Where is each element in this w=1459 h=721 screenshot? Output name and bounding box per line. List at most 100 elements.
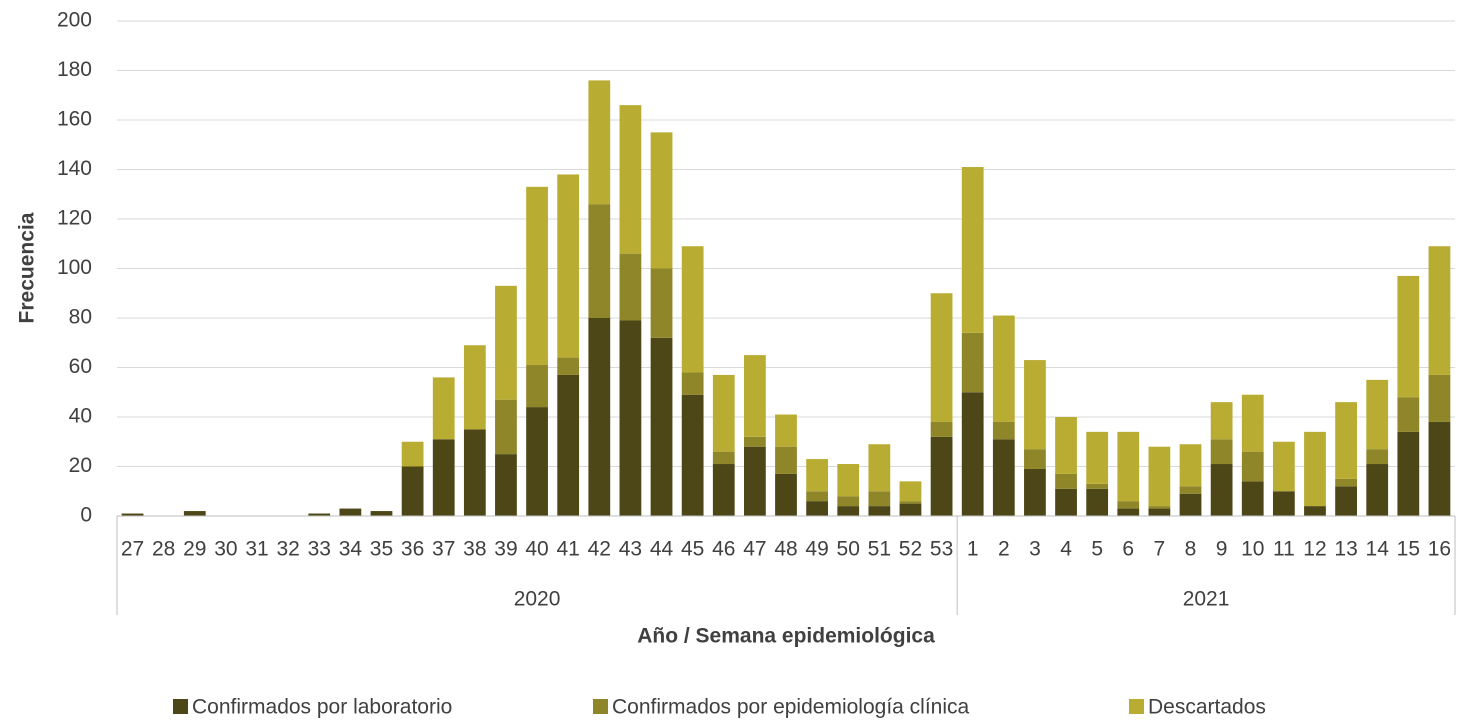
- x-tick-label: 31: [245, 538, 268, 561]
- bar-segment: [837, 506, 860, 516]
- bar-segment: [1086, 488, 1109, 516]
- group-label: 2021: [1183, 588, 1230, 611]
- bar-segment: [992, 315, 1015, 422]
- x-tick-label: 37: [432, 538, 455, 561]
- bar-segment: [619, 253, 642, 321]
- bar-segment: [1024, 360, 1046, 450]
- bar-segment: [1210, 439, 1233, 465]
- x-tick-label: 29: [183, 538, 206, 561]
- bar-segment: [868, 444, 891, 492]
- legend-label: Confirmados por epidemiología clínica: [612, 696, 970, 719]
- bar-segment: [1055, 488, 1077, 516]
- x-tick-label: 43: [619, 538, 642, 561]
- bar-segment: [1086, 483, 1109, 489]
- bar-segment: [930, 293, 953, 422]
- x-tick-label: 50: [837, 538, 860, 561]
- x-tick-label: 28: [152, 538, 175, 561]
- bar-segment: [1335, 486, 1357, 516]
- y-tick-label: 80: [69, 306, 92, 329]
- bar-segment: [1397, 275, 1420, 398]
- bar-segment: [775, 414, 797, 447]
- x-tick-label: 53: [930, 538, 953, 561]
- bar-segment: [868, 506, 891, 516]
- bar-segment: [495, 285, 517, 400]
- bar-segment: [1179, 486, 1202, 494]
- bar-segment: [806, 459, 829, 492]
- x-axis-title: Año / Semana epidemiológica: [637, 625, 935, 648]
- bar-segment: [899, 501, 922, 504]
- x-tick-label: 49: [805, 538, 828, 561]
- bar-segment: [1179, 493, 1202, 516]
- bar-segment: [650, 337, 673, 516]
- x-tick-label: 33: [308, 538, 331, 561]
- bar-segment: [557, 357, 580, 375]
- bar-segment: [1428, 421, 1451, 516]
- bar-segment: [1366, 464, 1389, 516]
- x-tick-label: 11: [1273, 538, 1295, 561]
- bar-segment: [432, 377, 455, 440]
- bar-segment: [1428, 246, 1451, 375]
- x-tick-label: 14: [1366, 538, 1390, 561]
- bar-segment: [339, 508, 362, 516]
- x-tick-label: 10: [1241, 538, 1264, 561]
- bar-segment: [495, 399, 517, 455]
- x-tick-label: 3: [1029, 538, 1041, 561]
- bar-segment: [619, 105, 642, 254]
- bar-segment: [495, 454, 517, 516]
- bar-segment: [1241, 481, 1264, 516]
- y-tick-label: 20: [69, 454, 92, 477]
- x-tick-label: 9: [1216, 538, 1228, 561]
- bar-segment: [1148, 508, 1171, 516]
- bar-segment: [557, 174, 580, 358]
- bar-segment: [183, 511, 206, 516]
- y-tick-label: 120: [57, 207, 92, 230]
- bar-segment: [1272, 441, 1295, 492]
- legend-label: Descartados: [1148, 696, 1266, 719]
- x-tick-label: 7: [1154, 538, 1166, 561]
- bar-segment: [401, 441, 424, 467]
- bar-segment: [1397, 431, 1420, 516]
- x-tick-label: 1: [967, 538, 979, 561]
- y-tick-label: 40: [69, 405, 92, 428]
- bar-segment: [557, 374, 580, 516]
- bar-segment: [121, 513, 144, 516]
- legend-swatch: [173, 699, 188, 714]
- y-tick-label: 200: [57, 9, 92, 32]
- y-axis-title: Frecuencia: [16, 212, 39, 323]
- bar-segment: [775, 473, 797, 516]
- bar-segment: [1148, 446, 1171, 507]
- x-tick-label: 30: [214, 538, 237, 561]
- bar-segment: [681, 372, 704, 395]
- bar-segment: [1055, 473, 1077, 489]
- y-tick-label: 100: [57, 256, 92, 279]
- y-tick-label: 160: [57, 108, 92, 131]
- bar-segment: [712, 464, 735, 516]
- bar-segment: [308, 513, 331, 516]
- bar-segment: [619, 320, 642, 516]
- bar-segment: [1055, 417, 1077, 474]
- x-tick-label: 34: [339, 538, 363, 561]
- x-tick-label: 46: [712, 538, 735, 561]
- bar-segment: [806, 501, 829, 516]
- bar-segment: [775, 446, 797, 474]
- bar-segment: [1335, 478, 1357, 487]
- x-tick-label: 39: [494, 538, 517, 561]
- x-tick-label: 16: [1428, 538, 1451, 561]
- bar-segment: [743, 436, 766, 447]
- bar-segment: [961, 332, 984, 393]
- bar-segment: [526, 186, 548, 366]
- bar-segment: [681, 246, 704, 373]
- bar-segment: [526, 365, 548, 408]
- x-tick-label: 38: [463, 538, 486, 561]
- bar-segment: [992, 421, 1015, 440]
- bar-segment: [743, 446, 766, 516]
- bar-segment: [1241, 394, 1264, 452]
- bar-segment: [1366, 379, 1389, 450]
- x-tick-label: 5: [1091, 538, 1103, 561]
- bar-segment: [712, 451, 735, 465]
- x-tick-label: 40: [525, 538, 548, 561]
- bar-segment: [899, 503, 922, 516]
- x-tick-label: 6: [1122, 538, 1134, 561]
- x-tick-label: 36: [401, 538, 424, 561]
- bar-segment: [526, 407, 548, 516]
